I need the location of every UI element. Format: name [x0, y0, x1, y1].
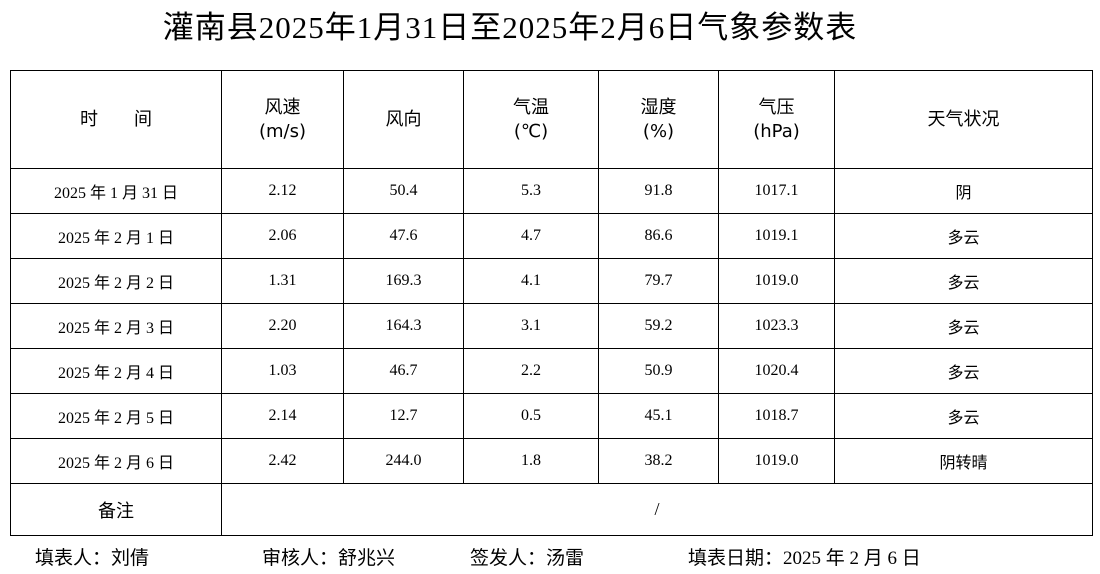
- data-row: 2025 年 1 月 31 日 2.12 50.4 5.3 91.8 1017.1 阴: [10, 168, 1093, 214]
- header-text: 天气状况: [927, 108, 1000, 130]
- data-cell: 1.31: [221, 258, 344, 304]
- footer-text: 填表人：刘倩: [35, 548, 150, 569]
- data-cell: 1020.4: [718, 348, 835, 394]
- data-cell: 1023.3: [718, 303, 835, 349]
- data-cell: 244.0: [343, 438, 464, 484]
- data-cell: 45.1: [598, 393, 719, 439]
- data-cell: 50.9: [598, 348, 719, 394]
- data-cell: 2025 年 2 月 6 日: [10, 438, 222, 484]
- remark-label: 备注: [10, 483, 222, 536]
- data-cell: 5.3: [463, 168, 599, 214]
- title: 灌南县2025年1月31日至2025年2月6日气象参数表: [162, 10, 858, 45]
- header-cell: 风向: [343, 70, 464, 169]
- data-cell: 86.6: [598, 213, 719, 259]
- data-row: 2025 年 2 月 4 日 1.03 46.7 2.2 50.9 1020.4 多云: [10, 348, 1093, 394]
- data-cell: 12.7: [343, 393, 464, 439]
- data-cell: 164.3: [343, 303, 464, 349]
- data-row: 2025 年 2 月 2 日 1.31 169.3 4.1 79.7 1019.0 多云: [10, 258, 1093, 304]
- header-cell: 湿度 (%): [598, 70, 719, 169]
- remark-row: 备注 /: [10, 483, 1093, 536]
- data-cell: 46.7: [343, 348, 464, 394]
- header-cell: 气压 (hPa): [718, 70, 835, 169]
- data-cell: 多云: [834, 303, 1093, 349]
- header-text: 湿度: [640, 96, 677, 118]
- data-row: 2025 年 2 月 6 日 2.42 244.0 1.8 38.2 1019.0 阴转晴: [10, 438, 1093, 484]
- footer-text: 签发人：汤雷: [470, 548, 585, 569]
- header-text: 气温: [513, 96, 549, 118]
- data-cell: 50.4: [343, 168, 464, 214]
- data-row: 2025 年 2 月 1 日 2.06 47.6 4.7 86.6 1019.1 多云: [10, 213, 1093, 259]
- data-cell: 59.2: [598, 303, 719, 349]
- data-cell: 2.42: [221, 438, 344, 484]
- header-cell: 天气状况: [834, 70, 1093, 169]
- data-cell: 多云: [834, 393, 1093, 439]
- remark-value: /: [221, 483, 1093, 536]
- data-cell: 2025 年 2 月 3 日: [10, 303, 222, 349]
- data-cell: 2.20: [221, 303, 344, 349]
- weather-table: 时 间风速 (m/s) 风向 气温 (℃) 湿度 (%) 气压 (hPa) 天气状况 2025 年 …: [10, 70, 1093, 536]
- data-cell: 4.7: [463, 213, 599, 259]
- header-text: (hPa): [753, 120, 800, 142]
- data-cell: 2025 年 2 月 4 日: [10, 348, 222, 394]
- data-cell: 2025 年 1 月 31 日: [10, 168, 222, 214]
- header-text: 时 间: [80, 108, 152, 130]
- header-text: 气压: [758, 96, 795, 118]
- data-cell: 2025 年 2 月 2 日: [10, 258, 222, 304]
- data-cell: 4.1: [463, 258, 599, 304]
- data-row: 2025 年 2 月 5 日 2.14 12.7 0.5 45.1 1018.7 多云: [10, 393, 1093, 439]
- data-cell: 2.06: [221, 213, 344, 259]
- data-cell: 阴转晴: [834, 438, 1093, 484]
- data-cell: 多云: [834, 258, 1093, 304]
- header-text: 风向: [385, 108, 422, 130]
- data-cell: 1018.7: [718, 393, 835, 439]
- header-cell: 时 间: [10, 70, 222, 169]
- data-cell: 47.6: [343, 213, 464, 259]
- data-cell: 1019.0: [718, 438, 835, 484]
- data-cell: 多云: [834, 213, 1093, 259]
- header-text: (℃): [513, 120, 549, 142]
- header-cell: 气温 (℃): [463, 70, 599, 169]
- data-cell: 1019.0: [718, 258, 835, 304]
- data-cell: 0.5: [463, 393, 599, 439]
- footer-text: 填表日期：2025 年 2 月 6 日: [688, 548, 921, 569]
- data-cell: 阴: [834, 168, 1093, 214]
- data-cell: 1019.1: [718, 213, 835, 259]
- data-cell: 2025 年 2 月 5 日: [10, 393, 222, 439]
- data-cell: 79.7: [598, 258, 719, 304]
- header-row: 时 间风速 (m/s) 风向 气温 (℃) 湿度 (%) 气压 (hPa) 天气状况: [10, 70, 1093, 169]
- data-cell: 2025 年 2 月 1 日: [10, 213, 222, 259]
- data-cell: 2.14: [221, 393, 344, 439]
- header-text: 风速: [264, 96, 301, 118]
- footer-text: 审核人：舒兆兴: [262, 548, 396, 569]
- data-row: 2025 年 2 月 3 日 2.20 164.3 3.1 59.2 1023.3 多云: [10, 303, 1093, 349]
- data-cell: 3.1: [463, 303, 599, 349]
- header-text: (m/s): [258, 120, 307, 142]
- header-cell: 风速 (m/s): [221, 70, 344, 169]
- data-cell: 169.3: [343, 258, 464, 304]
- data-cell: 91.8: [598, 168, 719, 214]
- data-cell: 1.03: [221, 348, 344, 394]
- data-cell: 多云: [834, 348, 1093, 394]
- data-cell: 1.8: [463, 438, 599, 484]
- header-text: (%): [642, 120, 675, 142]
- data-cell: 2.2: [463, 348, 599, 394]
- data-cell: 2.12: [221, 168, 344, 214]
- data-cell: 38.2: [598, 438, 719, 484]
- data-cell: 1017.1: [718, 168, 835, 214]
